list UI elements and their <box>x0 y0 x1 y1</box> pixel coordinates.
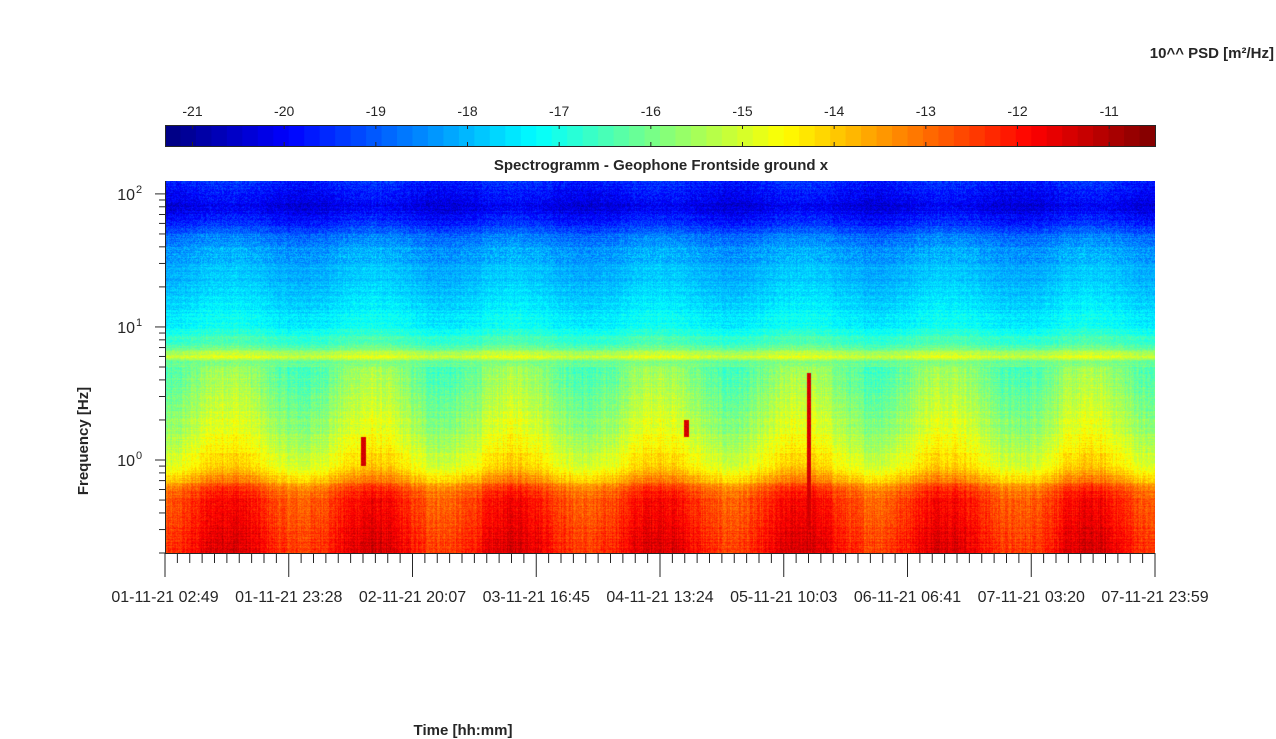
colorbar-cell <box>582 125 599 146</box>
colorbar-cell <box>1000 125 1017 146</box>
colorbar-cell <box>257 125 274 146</box>
colorbar-cell <box>381 125 398 146</box>
colorbar-cell <box>861 125 878 146</box>
colorbar-cell <box>675 125 692 146</box>
x-axis-label: Time [hh:mm] <box>414 722 513 739</box>
colorbar-cell <box>304 125 321 146</box>
colorbar-cell <box>242 125 259 146</box>
colorbar-cell <box>288 125 305 146</box>
colorbar-cell <box>520 125 537 146</box>
colorbar-cell <box>613 125 630 146</box>
colorbar-cell <box>350 125 367 146</box>
colorbar-tick-label: -17 <box>549 103 569 119</box>
colorbar-frame <box>165 125 1156 147</box>
colorbar-cell <box>211 125 228 146</box>
colorbar-cell <box>458 125 475 146</box>
colorbar-cell <box>1077 125 1094 146</box>
colorbar-cell <box>922 125 940 146</box>
colorbar-cell <box>690 125 708 146</box>
colorbar-tick-label: -21 <box>182 103 202 119</box>
colorbar-cell <box>969 125 986 146</box>
colorbar-cell <box>551 125 568 146</box>
colorbar-tick-label: -20 <box>274 103 294 119</box>
colorbar-cell <box>567 125 584 146</box>
colorbar-label: 10^^ PSD [m²/Hz] <box>1150 45 1274 62</box>
colorbar-cell <box>366 125 383 146</box>
x-tick-label: 07-11-21 03:20 <box>978 589 1085 606</box>
colorbar: -21 -20 -19 -18 -17 -16 -15 -14 -13 -12 -11 <box>165 103 1156 147</box>
colorbar-cell <box>660 125 677 146</box>
colorbar-cell <box>953 125 970 146</box>
colorbar-cell <box>536 125 553 146</box>
x-tick-label: 04-11-21 13:24 <box>606 589 713 606</box>
x-tick-label: 06-11-21 06:41 <box>854 589 961 606</box>
colorbar-tick-label: -11 <box>1100 103 1119 119</box>
colorbar-cell <box>165 125 182 146</box>
colorbar-cell <box>814 125 831 146</box>
colorbar-cell <box>226 125 243 146</box>
colorbar-cell <box>1062 125 1079 146</box>
spectrogram-image <box>165 181 1155 553</box>
colorbar-cell <box>984 125 1001 146</box>
colorbar-cell <box>335 125 352 146</box>
colorbar-cell <box>768 125 785 146</box>
x-tick-label: 02-11-21 20:07 <box>359 589 466 606</box>
colorbar-cell <box>1108 125 1125 146</box>
colorbar-tick-label: -15 <box>732 103 752 119</box>
chart-title: Spectrogramm - Geophone Frontside ground… <box>494 157 829 174</box>
y-tick-label: 10 <box>117 320 135 337</box>
colorbar-cell <box>412 125 429 146</box>
colorbar-cell <box>907 125 924 146</box>
y-tick-label: 10 <box>117 187 135 204</box>
x-tick-label: 07-11-21 23:59 <box>1101 589 1208 606</box>
colorbar-cell <box>721 125 738 146</box>
x-tick-label: 03-11-21 16:45 <box>483 589 590 606</box>
colorbar-cell <box>1031 125 1048 146</box>
colorbar-cell <box>1093 125 1110 146</box>
colorbar-cell <box>783 125 800 146</box>
colorbar-cell <box>505 125 522 146</box>
y-tick-exponent: 1 <box>136 317 142 329</box>
colorbar-tick-label: -19 <box>366 103 386 119</box>
y-axis-label: Frequency [Hz] <box>75 387 92 495</box>
colorbar-tick-label: -12 <box>1007 103 1027 119</box>
colorbar-cell <box>830 125 847 146</box>
colorbar-tick-label: -16 <box>641 103 661 119</box>
colorbar-cell <box>474 125 491 146</box>
x-tick-label: 01-11-21 02:49 <box>111 589 218 606</box>
colorbar-cell <box>195 125 213 146</box>
colorbar-cell <box>180 125 197 146</box>
x-tick-label: 01-11-21 23:28 <box>235 589 342 606</box>
colorbar-cell <box>752 125 769 146</box>
colorbar-cell <box>1124 125 1141 146</box>
colorbar-cell <box>1046 125 1063 146</box>
colorbar-cell <box>1139 125 1156 146</box>
colorbar-cell <box>319 125 336 146</box>
colorbar-tick-label: -14 <box>824 103 844 119</box>
colorbar-cell <box>427 125 445 146</box>
y-tick-exponent: 2 <box>136 184 142 196</box>
colorbar-cell <box>845 125 862 146</box>
x-tick-label: 05-11-21 10:03 <box>730 589 837 606</box>
colorbar-cell <box>397 125 414 146</box>
colorbar-cell <box>644 125 661 146</box>
colorbar-tick-label: -18 <box>457 103 477 119</box>
colorbar-cell <box>706 125 723 146</box>
y-tick-exponent: 0 <box>136 450 142 462</box>
colorbar-cell <box>876 125 893 146</box>
colorbar-cell <box>799 125 816 146</box>
colorbar-cell <box>737 125 754 146</box>
colorbar-cell <box>273 125 290 146</box>
colorbar-tick-label: -13 <box>916 103 936 119</box>
colorbar-cell <box>629 125 646 146</box>
colorbar-cell <box>938 125 955 146</box>
colorbar-cell <box>1015 125 1032 146</box>
colorbar-cell <box>892 125 909 146</box>
colorbar-cell <box>489 125 506 146</box>
colorbar-cell <box>598 125 615 146</box>
colorbar-cell <box>443 125 460 146</box>
y-tick-label: 10 <box>117 453 135 470</box>
